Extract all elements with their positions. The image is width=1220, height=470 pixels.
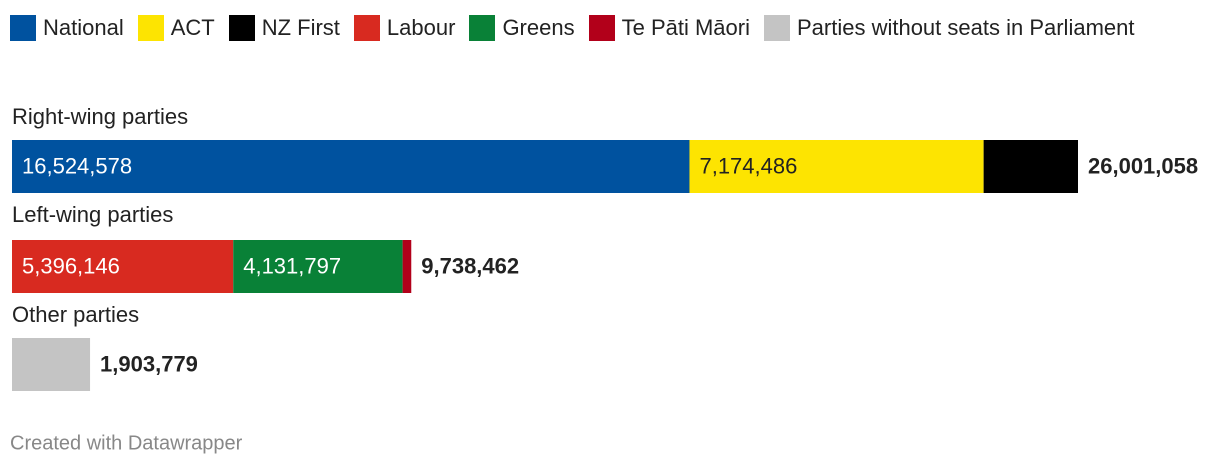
total-label: 9,738,462 [421, 253, 519, 278]
bar-segment [689, 140, 984, 193]
legend-item: ACT [137, 15, 215, 41]
bar-segment [233, 240, 403, 293]
legend-label: Te Pāti Māori [621, 15, 750, 40]
total-label: 26,001,058 [1088, 153, 1198, 178]
legend-label: Greens [502, 15, 575, 40]
category-label: Left-wing parties [12, 202, 173, 227]
legend-item: Greens [469, 15, 575, 41]
bar-segment [12, 140, 690, 193]
legend-swatch [228, 15, 255, 41]
footer: Created with Datawrapper [10, 432, 243, 454]
legend-label: Parties without seats in Parliament [796, 15, 1135, 40]
bar-segment [402, 240, 412, 293]
legend-swatch [137, 15, 164, 41]
legend-item: NZ First [228, 15, 340, 41]
value-label: 5,396,146 [22, 253, 120, 278]
value-label: 16,524,578 [22, 153, 132, 178]
legend-label: NZ First [261, 15, 340, 40]
legend-swatch [353, 15, 380, 41]
bar-segment [12, 240, 234, 293]
bar-segment [12, 338, 91, 391]
legend: National ACT NZ First Labour Greens Te Pāti M… [10, 11, 1160, 45]
category-label: Other parties [12, 302, 139, 327]
legend-label: ACT [170, 15, 215, 40]
value-label: 4,131,797 [243, 253, 341, 278]
total-label: 1,903,779 [100, 351, 198, 376]
legend-item: National [10, 15, 124, 41]
legend-label: National [43, 15, 124, 40]
legend-item: Parties without seats in Parliament [763, 15, 1135, 41]
legend-swatch [469, 15, 496, 41]
legend-label: Labour [386, 15, 456, 40]
legend-swatch [588, 15, 615, 41]
category-label: Right-wing parties [12, 104, 188, 129]
legend-swatch [10, 15, 36, 41]
legend-swatch [763, 15, 790, 41]
legend-item: Te Pāti Māori [588, 15, 750, 41]
bar-segment [983, 140, 1078, 193]
legend-item: Labour [353, 15, 456, 41]
value-label: 7,174,486 [699, 153, 797, 178]
